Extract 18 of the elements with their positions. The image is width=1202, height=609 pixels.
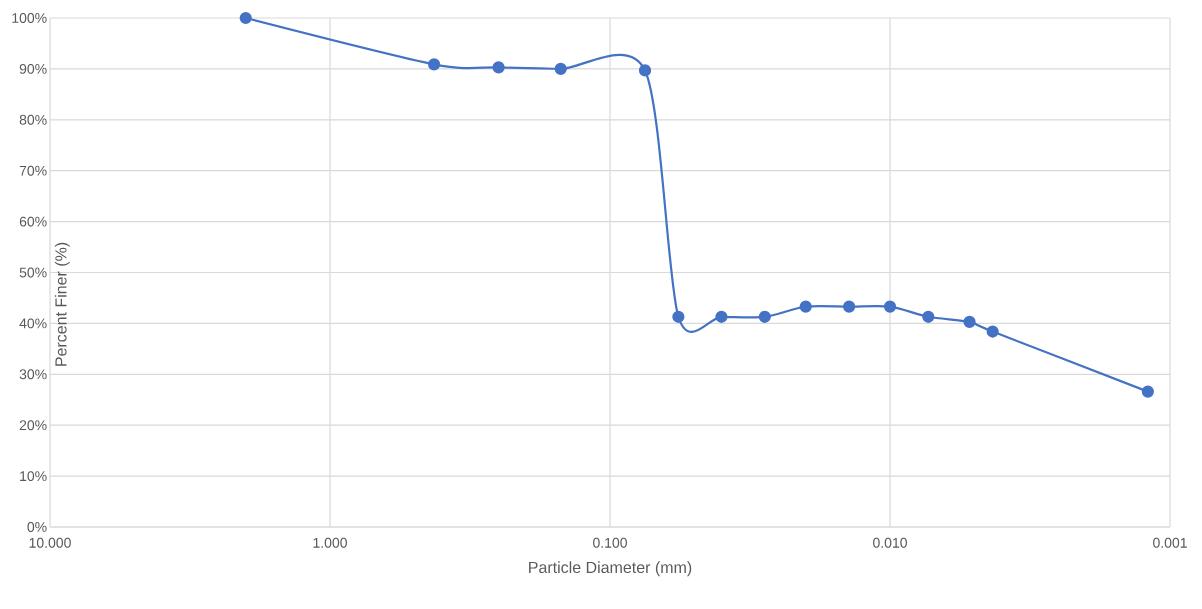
y-tick-label: 60% bbox=[19, 216, 47, 227]
y-tick-label: 40% bbox=[19, 318, 47, 329]
x-tick-label: 1.000 bbox=[313, 537, 347, 548]
y-tick-label: 20% bbox=[19, 420, 47, 431]
y-tick-label: 0% bbox=[27, 522, 47, 532]
x-tick-label: 0.100 bbox=[593, 537, 627, 548]
y-tick-label: 10% bbox=[20, 471, 47, 482]
x-axis-title: Particle Diameter (mm) bbox=[529, 561, 692, 577]
x-tick-label: 10.000 bbox=[29, 537, 71, 548]
y-tick-label: 50% bbox=[19, 267, 47, 278]
y-tick-label: 90% bbox=[19, 63, 47, 74]
x-tick-label: 0.001 bbox=[1153, 537, 1187, 548]
y-tick-label: 80% bbox=[19, 114, 47, 125]
y-tick-label: 100% bbox=[12, 13, 47, 23]
x-tick-label: 0.010 bbox=[873, 537, 907, 548]
y-tick-label: 70% bbox=[19, 165, 47, 176]
y-tick-label: 30% bbox=[19, 369, 47, 380]
y-axis-title: Percent Finer (%) bbox=[54, 242, 70, 366]
